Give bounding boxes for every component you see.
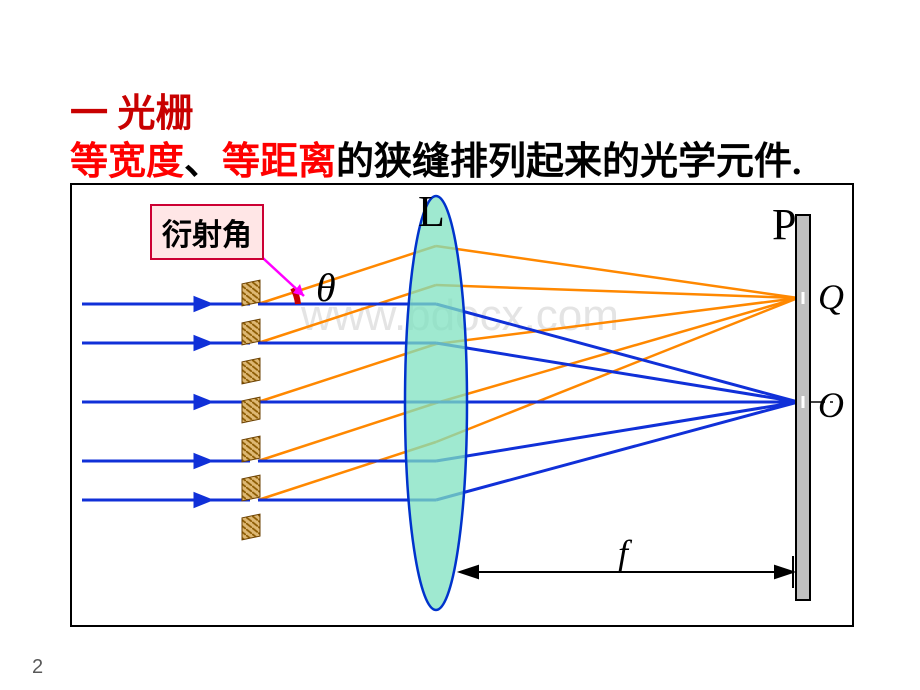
diffraction-angle-text: 衍射角 xyxy=(162,219,252,252)
orange-rays-to-screen xyxy=(436,246,798,442)
o-label: O xyxy=(818,384,844,426)
page-number: 2 xyxy=(32,656,43,679)
f-label: f xyxy=(618,532,628,574)
q-label: Q xyxy=(818,276,844,318)
screen-label: P xyxy=(772,199,796,250)
diffraction-angle-label: 衍射角 xyxy=(150,204,264,260)
optics-diagram: www.bdocx.com xyxy=(0,0,920,690)
theta-label: θ xyxy=(316,264,336,311)
lens-label: L xyxy=(418,186,445,237)
incoming-rays xyxy=(82,298,250,506)
lens-icon xyxy=(405,196,467,610)
